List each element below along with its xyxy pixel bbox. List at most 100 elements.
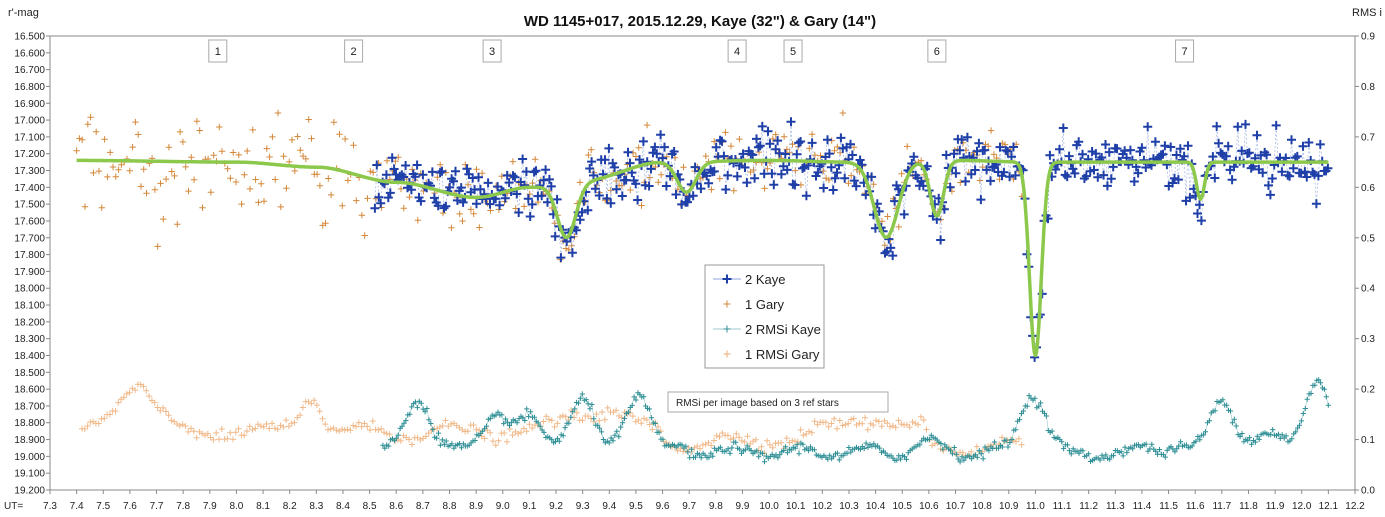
kaye-point <box>1183 141 1193 151</box>
kaye-point <box>819 183 829 193</box>
kaye-point <box>544 174 554 184</box>
rms-kaye-point <box>600 436 606 443</box>
legend-marker <box>723 350 731 358</box>
rms-gary-point <box>599 409 606 416</box>
x-tick-label: 9.2 <box>549 501 563 512</box>
kaye-point <box>439 203 449 213</box>
x-tick-label: 8.9 <box>469 501 483 512</box>
gary-point <box>115 166 122 173</box>
rms-gary-point <box>106 411 113 418</box>
gary-point <box>618 182 626 189</box>
series-rms-gary <box>79 381 1025 460</box>
kaye-point <box>1173 175 1183 185</box>
rms-gary-point <box>557 414 564 420</box>
kaye-point <box>936 235 946 245</box>
y-tick-label-left: 17.700 <box>14 233 45 244</box>
rms-gary-point <box>361 420 368 427</box>
kaye-point <box>1007 152 1016 162</box>
rms-gary-point <box>353 423 359 430</box>
rms-kaye-point <box>407 411 413 417</box>
rms-kaye-point <box>1024 403 1030 409</box>
rms-kaye-point <box>577 395 583 401</box>
rms-gary-point <box>800 432 807 439</box>
rms-gary-point <box>758 443 765 450</box>
gary-point <box>918 157 925 164</box>
y-tick-label-left: 18.300 <box>14 334 45 345</box>
rms-gary-point <box>649 426 656 433</box>
gary-point <box>822 175 830 182</box>
gary-point <box>711 138 718 145</box>
rms-kaye-point <box>541 429 547 435</box>
gary-point <box>772 131 779 138</box>
gary-point <box>104 173 111 181</box>
gary-point <box>881 242 888 249</box>
kaye-point <box>836 133 846 143</box>
y-tick-label-left: 18.100 <box>14 301 45 312</box>
kaye-point <box>512 189 522 199</box>
kaye-point <box>899 209 909 219</box>
kaye-point <box>830 173 840 183</box>
rms-kaye-point <box>1300 410 1306 417</box>
kaye-point <box>583 205 593 215</box>
x-tick-label: 10.6 <box>919 501 939 512</box>
rms-gary-point <box>733 430 740 437</box>
rms-kaye-point <box>1189 443 1195 449</box>
kaye-point <box>575 215 585 225</box>
rms-gary-point <box>313 402 320 409</box>
kaye-point <box>776 169 786 179</box>
rms-gary-point <box>185 428 192 435</box>
gary-point <box>736 135 743 143</box>
kaye-point <box>782 165 792 175</box>
rms-gary-point <box>711 437 717 444</box>
rms-kaye-point <box>1172 449 1178 455</box>
rms-kaye-point <box>412 399 419 405</box>
rms-gary-point <box>165 412 172 419</box>
kaye-point <box>828 185 838 195</box>
rms-gary-point <box>685 444 692 451</box>
y-tick-label-left: 17.400 <box>14 183 45 194</box>
gary-point <box>769 135 777 143</box>
rms-gary-point <box>397 437 404 444</box>
gary-point <box>613 177 620 185</box>
rms-kaye-point <box>830 454 837 460</box>
rms-gary-point <box>230 436 236 443</box>
rms-kaye-point <box>554 436 560 442</box>
kaye-point <box>472 199 481 209</box>
y-tick-label-left: 18.200 <box>14 317 45 328</box>
gary-point <box>109 163 117 171</box>
kaye-point <box>922 161 932 171</box>
legend-marker <box>723 325 731 333</box>
rms-kaye-point <box>618 424 624 430</box>
rms-gary-point <box>1001 438 1008 445</box>
rms-kaye-point <box>953 451 959 457</box>
gary-point <box>467 206 475 213</box>
y-tick-label-right: 0.2 <box>1361 385 1375 396</box>
rms-kaye-point <box>980 456 986 462</box>
rms-gary-point <box>641 415 647 422</box>
gary-point <box>280 153 287 160</box>
rms-kaye-point <box>727 450 733 456</box>
rms-gary-point <box>291 419 298 426</box>
kaye-point <box>556 253 566 263</box>
rms-gary-point <box>548 417 555 424</box>
gary-point <box>808 131 816 138</box>
kaye-point <box>794 138 804 148</box>
x-tick-label: 10.5 <box>893 501 913 512</box>
gary-point <box>291 167 298 175</box>
kaye-point <box>1185 193 1195 203</box>
kaye-point <box>849 176 859 186</box>
rms-kaye-point <box>1061 446 1067 452</box>
rms-kaye-point <box>1279 432 1285 438</box>
kaye-point <box>1160 141 1170 151</box>
kaye-point <box>840 173 850 183</box>
rms-gary-point <box>744 433 751 440</box>
gary-point <box>397 185 405 193</box>
rms-kaye-point <box>748 447 754 454</box>
rms-kaye-point <box>685 449 691 455</box>
rms-gary-point <box>1013 438 1019 445</box>
rms-kaye-point <box>585 401 591 407</box>
rms-kaye-point <box>1007 439 1013 446</box>
gary-point <box>266 153 273 161</box>
gary-point <box>607 187 614 194</box>
kaye-point <box>755 141 765 151</box>
